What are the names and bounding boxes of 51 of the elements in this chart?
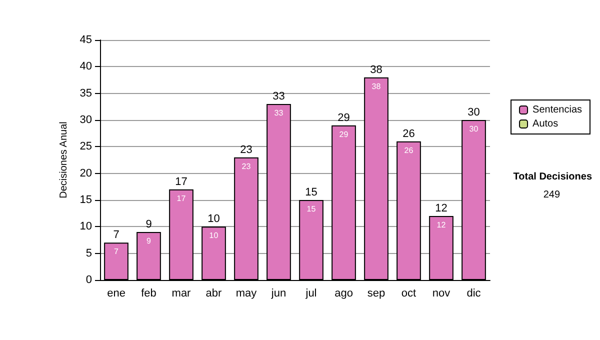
x-tick-label: mar <box>172 288 192 300</box>
x-tick-label: nov <box>432 288 451 300</box>
x-tick-label: feb <box>141 288 156 300</box>
y-tick-label: 15 <box>80 194 92 206</box>
legend-label: Autos <box>532 118 558 130</box>
total-label: 17 <box>175 176 188 188</box>
data-label: 12 <box>436 220 446 230</box>
data-label: 26 <box>404 146 414 155</box>
x-tick-label: sep <box>367 288 386 300</box>
x-tick-label: oct <box>401 288 416 300</box>
data-label: 9 <box>146 236 152 246</box>
x-tick-label: abr <box>206 288 222 300</box>
legend-label: Sentencias <box>532 104 582 116</box>
y-tick-label: 5 <box>86 247 92 260</box>
data-label: 29 <box>339 130 349 139</box>
total-label: 15 <box>305 186 318 198</box>
y-tick-label: 30 <box>80 114 92 126</box>
data-label: 30 <box>469 124 479 134</box>
total-label: 10 <box>208 213 220 226</box>
total-label: 26 <box>402 128 415 140</box>
y-tick-label: 45 <box>80 34 92 46</box>
y-tick-label: 10 <box>80 220 92 233</box>
x-tick-label: dic <box>466 288 482 300</box>
y-tick-label: 25 <box>80 140 92 153</box>
x-tick-label: jun <box>270 288 286 300</box>
total-label: 38 <box>370 64 382 76</box>
data-label: 38 <box>372 82 382 91</box>
x-tick-label: ago <box>334 288 353 300</box>
total-label: 23 <box>240 144 252 156</box>
total-label: 33 <box>272 90 285 102</box>
total-label: 9 <box>146 218 152 230</box>
y-tick-label: 40 <box>80 60 92 73</box>
y-tick-label: 0 <box>86 274 92 286</box>
data-label: 17 <box>176 194 186 203</box>
total-label: 12 <box>435 202 448 214</box>
total-label: 29 <box>338 112 350 124</box>
text: 249 <box>543 190 560 200</box>
text: Total Decisiones <box>513 172 592 182</box>
total-label: 7 <box>113 229 120 242</box>
data-label: 7 <box>114 247 120 256</box>
data-label: 10 <box>209 231 219 240</box>
data-label: 33 <box>274 108 284 118</box>
data-label: 23 <box>242 162 252 171</box>
y-axis-title: Decisiones Anual <box>58 122 70 198</box>
x-tick-label: jul <box>304 288 317 300</box>
y-tick-label: 35 <box>80 87 92 100</box>
y-tick-label: 20 <box>80 167 92 180</box>
data-label: 15 <box>306 204 316 214</box>
x-tick-label: ene <box>107 288 126 300</box>
total-label: 30 <box>468 106 480 118</box>
x-tick-label: may <box>236 288 258 300</box>
